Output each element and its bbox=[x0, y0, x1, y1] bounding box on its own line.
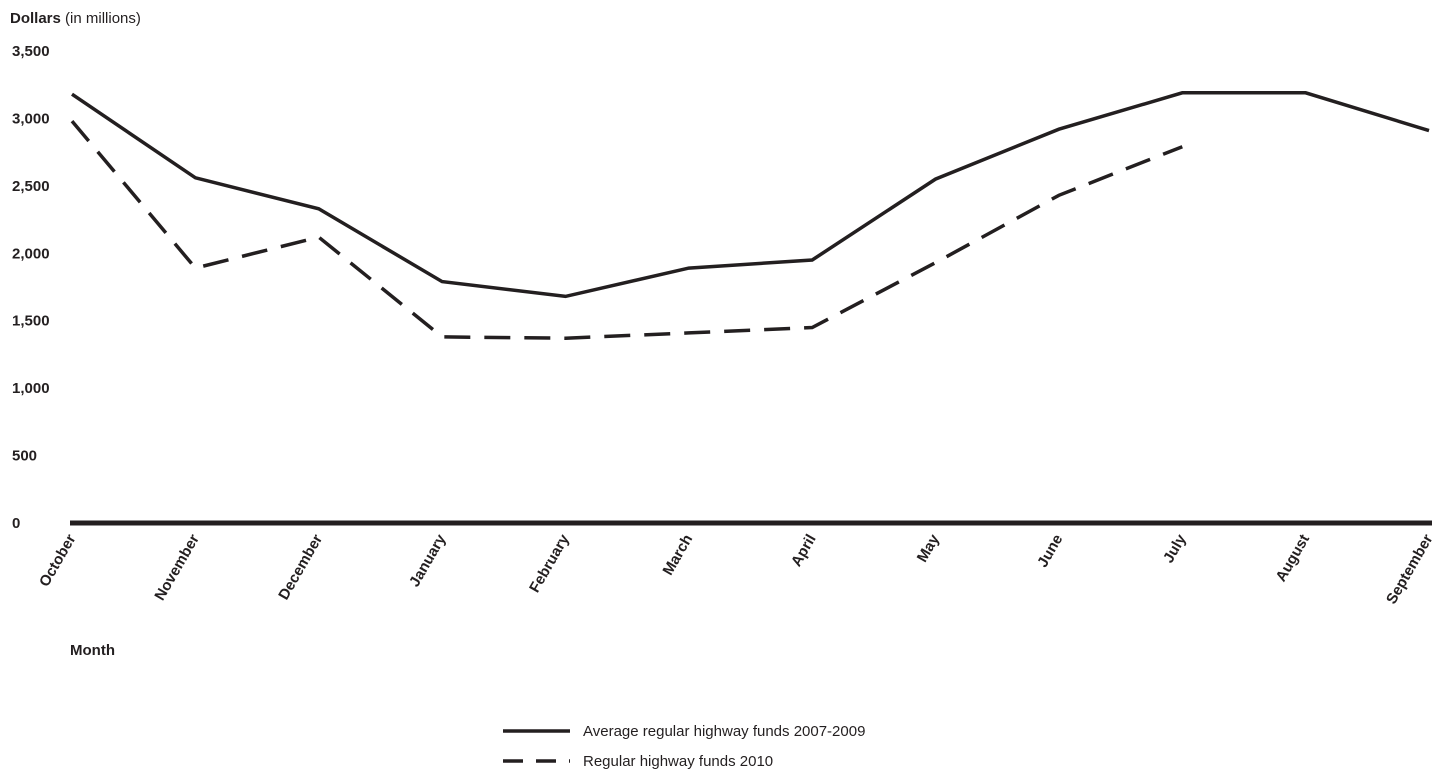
y-tick-label: 1,500 bbox=[12, 313, 50, 330]
x-tick-label: October bbox=[36, 531, 80, 589]
legend-label: Average regular highway funds 2007-2009 bbox=[583, 723, 865, 740]
x-tick-labels: October November December January February Ma… bbox=[36, 531, 1437, 607]
y-tick-label: 2,500 bbox=[12, 178, 50, 195]
y-tick-labels: 0 500 1,000 1,500 2,000 2,500 3,000 3,500 bbox=[12, 43, 50, 532]
x-tick-label: September bbox=[1383, 531, 1437, 607]
y-tick-label: 3,500 bbox=[12, 43, 50, 60]
x-tick-label: May bbox=[914, 531, 944, 565]
y-axis-title: Dollars (in millions) bbox=[10, 10, 141, 27]
series-line-average-2007-2009 bbox=[71, 91, 1430, 299]
y-tick-label: 0 bbox=[12, 515, 20, 532]
x-tick-label: December bbox=[275, 531, 326, 602]
legend-label: Regular highway funds 2010 bbox=[583, 753, 773, 770]
x-tick-label: February bbox=[526, 531, 573, 596]
y-axis-title-bold: Dollars bbox=[10, 10, 61, 27]
x-tick-label: November bbox=[151, 531, 202, 603]
x-tick-label: March bbox=[659, 532, 696, 579]
x-tick-label: June bbox=[1034, 532, 1066, 571]
y-axis-title-unit: (in millions) bbox=[61, 10, 141, 27]
series-line-regular-2010 bbox=[70, 119, 1183, 340]
x-tick-label: August bbox=[1273, 532, 1314, 585]
y-tick-label: 1,000 bbox=[12, 380, 50, 397]
y-tick-label: 500 bbox=[12, 448, 37, 465]
y-tick-label: 3,000 bbox=[12, 110, 50, 127]
y-tick-label: 2,000 bbox=[12, 245, 50, 262]
x-axis-title: Month bbox=[70, 642, 115, 659]
x-tick-label: April bbox=[788, 532, 820, 570]
x-tick-label: July bbox=[1160, 531, 1190, 566]
series-lines bbox=[70, 91, 1430, 340]
x-tick-label: January bbox=[406, 531, 450, 590]
legend: Average regular highway funds 2007-2009 R… bbox=[503, 723, 865, 770]
